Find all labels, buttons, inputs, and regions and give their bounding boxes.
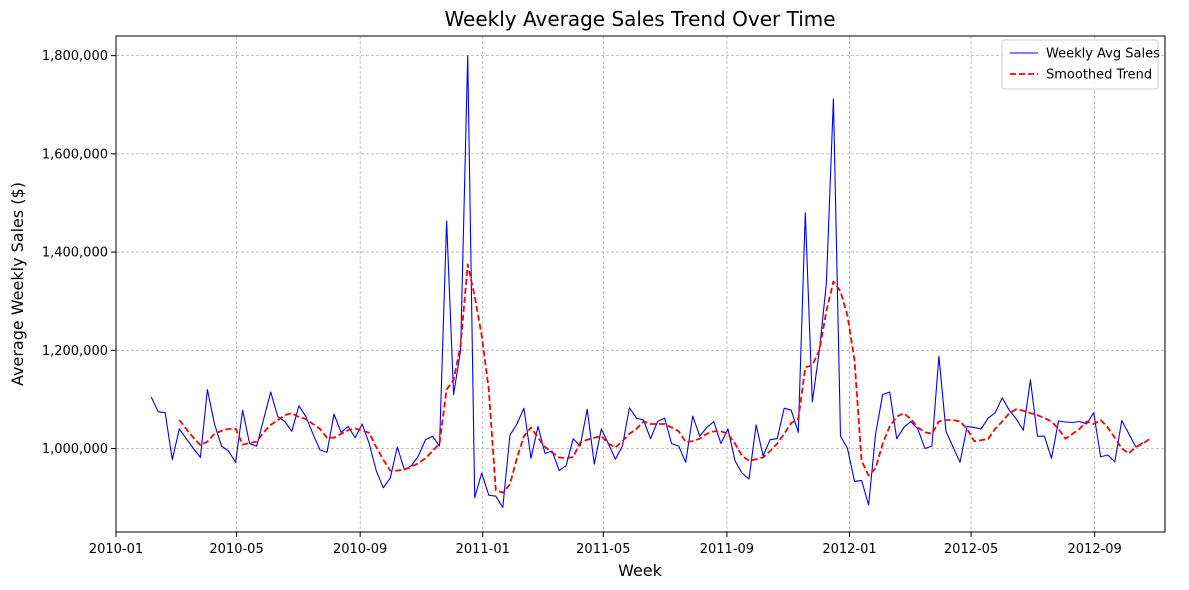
y-axis-label: Average Weekly Sales ($) [8,182,27,386]
x-tick-label: 2010-01 [89,542,143,557]
chart-title: Weekly Average Sales Trend Over Time [444,7,835,31]
series-layer [150,55,1151,508]
legend-box [1001,39,1159,90]
weekly-avg-sales-line [150,55,1144,508]
x-axis: 2010-01 2010-05 2010-09 2011-01 2011-05 2011-… [89,532,1122,557]
x-tick-label: 2011-09 [700,542,754,557]
smoothed-trend-line [178,263,1151,494]
plot-frame [115,35,1166,533]
x-axis-label: Week [618,561,663,580]
x-tick-label: 2012-01 [822,542,876,557]
x-tick-label: 2010-05 [209,542,263,557]
y-tick-label: 1,200,000 [42,344,108,359]
y-tick-label: 1,600,000 [42,147,108,162]
x-tick-label: 2010-09 [333,542,387,557]
y-tick-label: 1,400,000 [42,246,108,261]
legend: Weekly Avg Sales Smoothed Trend [1001,39,1160,90]
x-tick-label: 2012-05 [944,542,998,557]
x-tick-label: 2011-01 [456,542,510,557]
x-tick-label: 2012-09 [1068,542,1122,557]
y-axis: 1,000,000 1,200,000 1,400,000 1,600,000 1,80… [42,49,116,457]
y-tick-label: 1,000,000 [42,442,108,457]
y-tick-label: 1,800,000 [42,49,108,64]
legend-label: Weekly Avg Sales [1046,47,1160,62]
x-tick-label: 2011-05 [576,542,630,557]
legend-label: Smoothed Trend [1046,68,1152,83]
